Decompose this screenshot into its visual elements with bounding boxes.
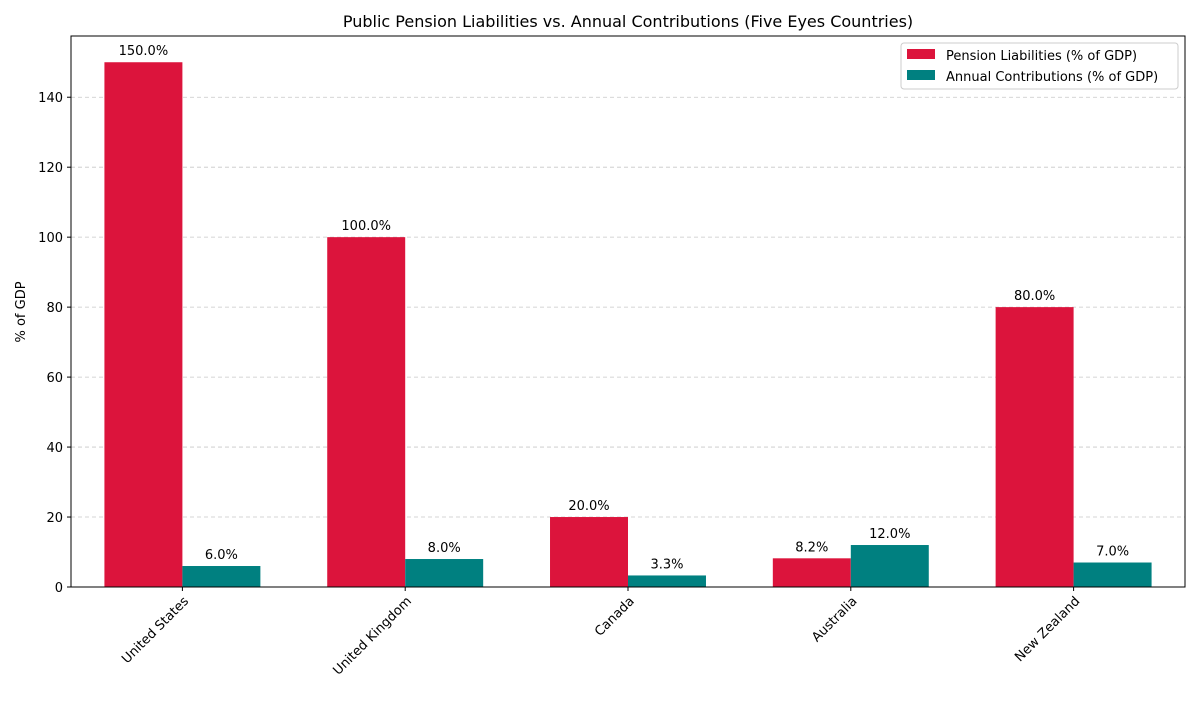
x-tick-label-canada: Canada	[592, 594, 638, 640]
bar-annual-contributions-australia	[850, 545, 929, 587]
bar-annual-contributions-canada	[628, 575, 706, 587]
bars	[104, 62, 1152, 587]
x-tick-label-united-kingdom: United Kingdom	[330, 594, 414, 678]
legend-swatch-pension-liabilities	[907, 49, 935, 59]
data-label-pension-liabilities-canada: 20.0%	[568, 499, 609, 514]
legend-box	[900, 42, 1179, 90]
data-label-annual-contributions-australia: 12.0%	[869, 527, 910, 542]
y-axis: 0 20 40 60 80 100 120 140	[38, 91, 71, 596]
bar-pension-liabilities-new-zealand	[995, 307, 1074, 587]
data-label-pension-liabilities-new-zealand: 80.0%	[1014, 289, 1055, 304]
y-tick-label: 40	[46, 441, 63, 456]
bar-pension-liabilities-canada	[550, 517, 628, 587]
bar-pension-liabilities-australia	[772, 558, 851, 587]
x-tick-label-new-zealand: New Zealand	[1012, 594, 1083, 665]
y-tick-label: 20	[46, 511, 63, 526]
legend-swatch-annual-contributions	[907, 70, 935, 80]
legend-label-annual-contributions: Annual Contributions (% of GDP)	[946, 70, 1158, 85]
y-tick-label: 0	[55, 581, 63, 596]
y-tick-label: 140	[38, 91, 63, 106]
legend: Pension Liabilities (% of GDP) Annual Co…	[900, 42, 1179, 90]
data-label-annual-contributions-united-kingdom: 8.0%	[428, 541, 461, 556]
bar-pension-liabilities-united-kingdom	[327, 237, 406, 587]
legend-label-pension-liabilities: Pension Liabilities (% of GDP)	[946, 49, 1137, 64]
chart-title: Public Pension Liabilities vs. Annual Co…	[343, 12, 913, 31]
x-tick-label-united-states: United States	[119, 594, 192, 667]
y-tick-label: 100	[38, 231, 63, 246]
bar-annual-contributions-united-states	[182, 566, 261, 587]
x-tick-label-australia: Australia	[809, 594, 860, 645]
data-label-pension-liabilities-united-kingdom: 100.0%	[341, 219, 391, 234]
bar-annual-contributions-new-zealand	[1073, 562, 1152, 587]
data-label-annual-contributions-canada: 3.3%	[650, 557, 683, 572]
y-tick-label: 120	[38, 161, 63, 176]
data-label-annual-contributions-new-zealand: 7.0%	[1096, 545, 1129, 560]
y-tick-label: 60	[46, 371, 63, 386]
data-label-pension-liabilities-australia: 8.2%	[795, 540, 828, 555]
bar-pension-liabilities-united-states	[104, 62, 183, 587]
data-label-pension-liabilities-united-states: 150.0%	[119, 44, 169, 59]
y-tick-label: 80	[46, 301, 63, 316]
data-label-annual-contributions-united-states: 6.0%	[205, 548, 238, 563]
data-labels: 150.0% 100.0% 20.0% 8.2% 80.0% 6.0% 8.0% 3.3% 12…	[119, 44, 1129, 572]
bar-annual-contributions-united-kingdom	[405, 559, 484, 587]
x-axis: United States United Kingdom Canada Austral…	[119, 587, 1083, 678]
y-axis-label: % of GDP	[14, 281, 29, 342]
